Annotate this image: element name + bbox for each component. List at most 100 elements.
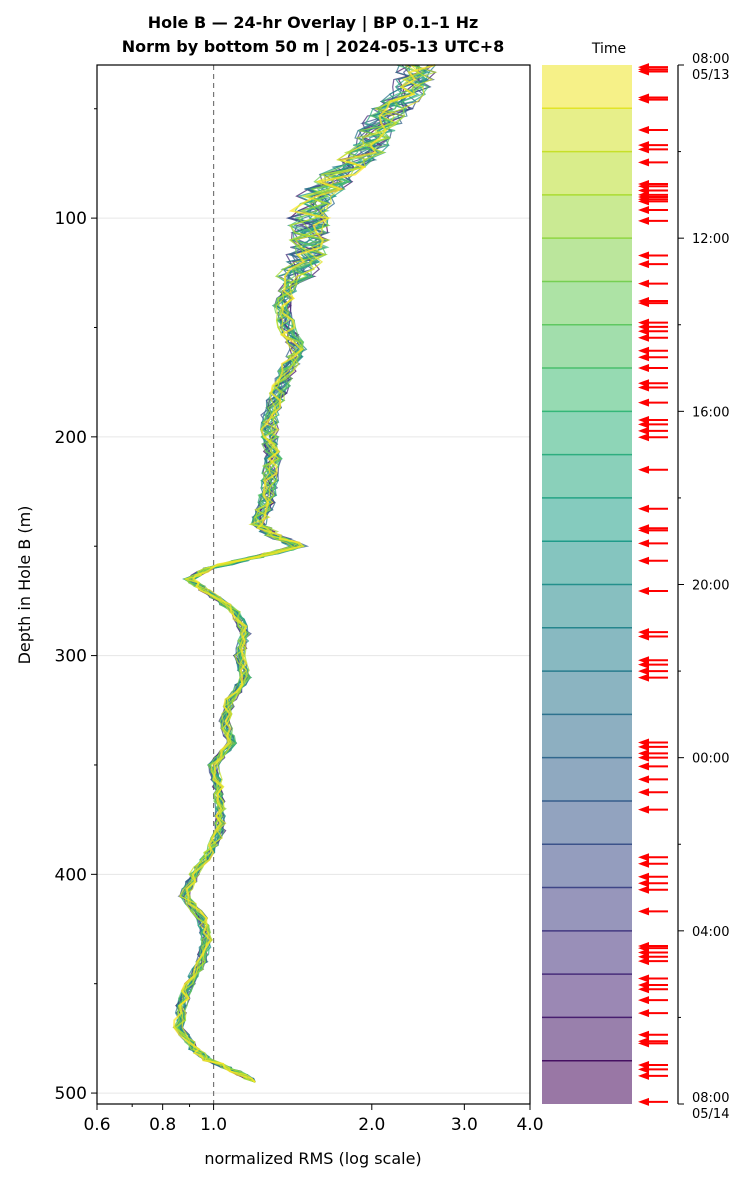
colorbar-band bbox=[542, 757, 632, 801]
event-arrow-head bbox=[638, 673, 649, 682]
event-arrow-head bbox=[638, 556, 649, 565]
colorbar-label: Time bbox=[591, 41, 626, 57]
event-arrow-head bbox=[638, 853, 649, 862]
timeline-tick-label: 12:00 bbox=[692, 232, 729, 247]
event-arrow-head bbox=[638, 383, 649, 392]
event-arrow-head bbox=[638, 885, 649, 894]
series-lines bbox=[172, 64, 438, 1083]
event-arrow-head bbox=[638, 420, 649, 429]
x-tick-label: 1.0 bbox=[200, 1115, 227, 1135]
event-arrow-head bbox=[638, 346, 649, 355]
colorbar-band bbox=[542, 714, 632, 758]
colorbar-band bbox=[542, 930, 632, 975]
timeline-tick-label: 00:00 bbox=[692, 752, 729, 767]
timeline-tick-label: 16:00 bbox=[692, 405, 729, 420]
event-arrow-head bbox=[638, 251, 649, 260]
x-tick-label: 0.6 bbox=[83, 1115, 110, 1135]
event-arrow-head bbox=[638, 299, 649, 308]
event-arrow-head bbox=[638, 333, 649, 342]
event-arrow-head bbox=[638, 788, 649, 797]
event-arrow-head bbox=[638, 879, 649, 888]
colorbar-band bbox=[542, 194, 632, 239]
event-arrows bbox=[638, 63, 668, 1106]
event-arrow-head bbox=[638, 260, 649, 269]
grid-lines bbox=[97, 65, 530, 1104]
event-arrow-head bbox=[638, 667, 649, 676]
series-line-16 bbox=[175, 64, 432, 1083]
timeline-tick-label: 20:00 bbox=[692, 579, 729, 594]
colorbar: 08:0005/1312:0016:0020:0000:0004:0008:00… bbox=[542, 52, 729, 1122]
event-arrow-head bbox=[638, 398, 649, 407]
series-line-9 bbox=[178, 64, 429, 1083]
event-arrow-head bbox=[638, 872, 649, 881]
series-line-4 bbox=[175, 64, 424, 1083]
colorbar-band bbox=[542, 454, 632, 498]
event-arrow-head bbox=[638, 67, 649, 76]
series-line-12 bbox=[178, 64, 429, 1083]
x-tick-label: 4.0 bbox=[516, 1115, 543, 1135]
y-tick-label: 500 bbox=[55, 1084, 87, 1104]
chart-title-line1: Hole B — 24-hr Overlay | BP 0.1–1 Hz bbox=[148, 13, 479, 33]
colorbar-band bbox=[542, 541, 632, 585]
colorbar-band bbox=[542, 497, 632, 542]
colorbar-band bbox=[542, 238, 632, 282]
event-arrow-head bbox=[638, 327, 649, 336]
x-tick-label: 2.0 bbox=[358, 1115, 385, 1135]
series-line-7 bbox=[176, 64, 430, 1083]
colorbar-band bbox=[542, 65, 632, 109]
event-arrow-head bbox=[638, 145, 649, 154]
event-arrow-head bbox=[638, 364, 649, 373]
event-arrow-head bbox=[638, 1065, 649, 1074]
timeline-tick-label: 04:00 bbox=[692, 925, 729, 940]
event-arrow-head bbox=[638, 762, 649, 771]
event-arrow-head bbox=[638, 805, 649, 814]
timeline-tick-label: 08:00 bbox=[692, 1091, 729, 1106]
colorbar-band bbox=[542, 887, 632, 931]
event-arrow-head bbox=[638, 660, 649, 669]
colorbar-band bbox=[542, 281, 632, 325]
x-tick-label: 0.8 bbox=[149, 1115, 176, 1135]
event-arrow-head bbox=[638, 985, 649, 994]
event-arrow-head bbox=[638, 526, 649, 535]
colorbar-band bbox=[542, 800, 632, 845]
y-tick-label: 100 bbox=[55, 209, 87, 229]
event-arrow-head bbox=[638, 753, 649, 762]
event-arrow-head bbox=[638, 742, 649, 751]
colorbar-band bbox=[542, 671, 632, 715]
event-arrow-head bbox=[638, 632, 649, 641]
colorbar-band bbox=[542, 1017, 632, 1061]
event-arrow-head bbox=[638, 158, 649, 167]
colorbar-band bbox=[542, 1060, 632, 1104]
event-arrow-head bbox=[638, 1030, 649, 1039]
event-arrow-head bbox=[638, 1097, 649, 1106]
event-arrow-head bbox=[638, 586, 649, 595]
axes: 100 200 300 400 500 0.6 0.8 1.0 2.0 3.0 4.0 bbox=[55, 64, 544, 1135]
event-arrow-head bbox=[638, 859, 649, 868]
timeline-tick-sublabel: 05/14 bbox=[692, 1107, 729, 1122]
event-arrow-head bbox=[638, 206, 649, 215]
colorbar-band bbox=[542, 584, 632, 628]
event-arrow-head bbox=[638, 125, 649, 134]
event-arrow-head bbox=[638, 95, 649, 104]
x-axis-label: normalized RMS (log scale) bbox=[204, 1149, 421, 1168]
colorbar-band bbox=[542, 151, 632, 195]
event-arrow-head bbox=[638, 974, 649, 983]
timeline-tick-sublabel: 05/13 bbox=[692, 68, 729, 83]
colorbar-band bbox=[542, 411, 632, 455]
event-arrow-head bbox=[638, 539, 649, 548]
colorbar-band bbox=[542, 324, 632, 369]
event-arrow-head bbox=[638, 216, 649, 225]
chart-title-line2: Norm by bottom 50 m | 2024-05-13 UTC+8 bbox=[122, 37, 505, 57]
event-arrow-head bbox=[638, 197, 649, 206]
colorbar-band bbox=[542, 627, 632, 672]
event-arrow-head bbox=[638, 353, 649, 362]
plot-frame bbox=[96, 64, 531, 1105]
event-arrow-head bbox=[638, 996, 649, 1005]
event-arrow-head bbox=[638, 1039, 649, 1048]
y-tick-label: 300 bbox=[55, 647, 87, 667]
colorbar-band bbox=[542, 974, 632, 1018]
series-line-0 bbox=[173, 64, 436, 1083]
event-arrow-head bbox=[638, 465, 649, 474]
